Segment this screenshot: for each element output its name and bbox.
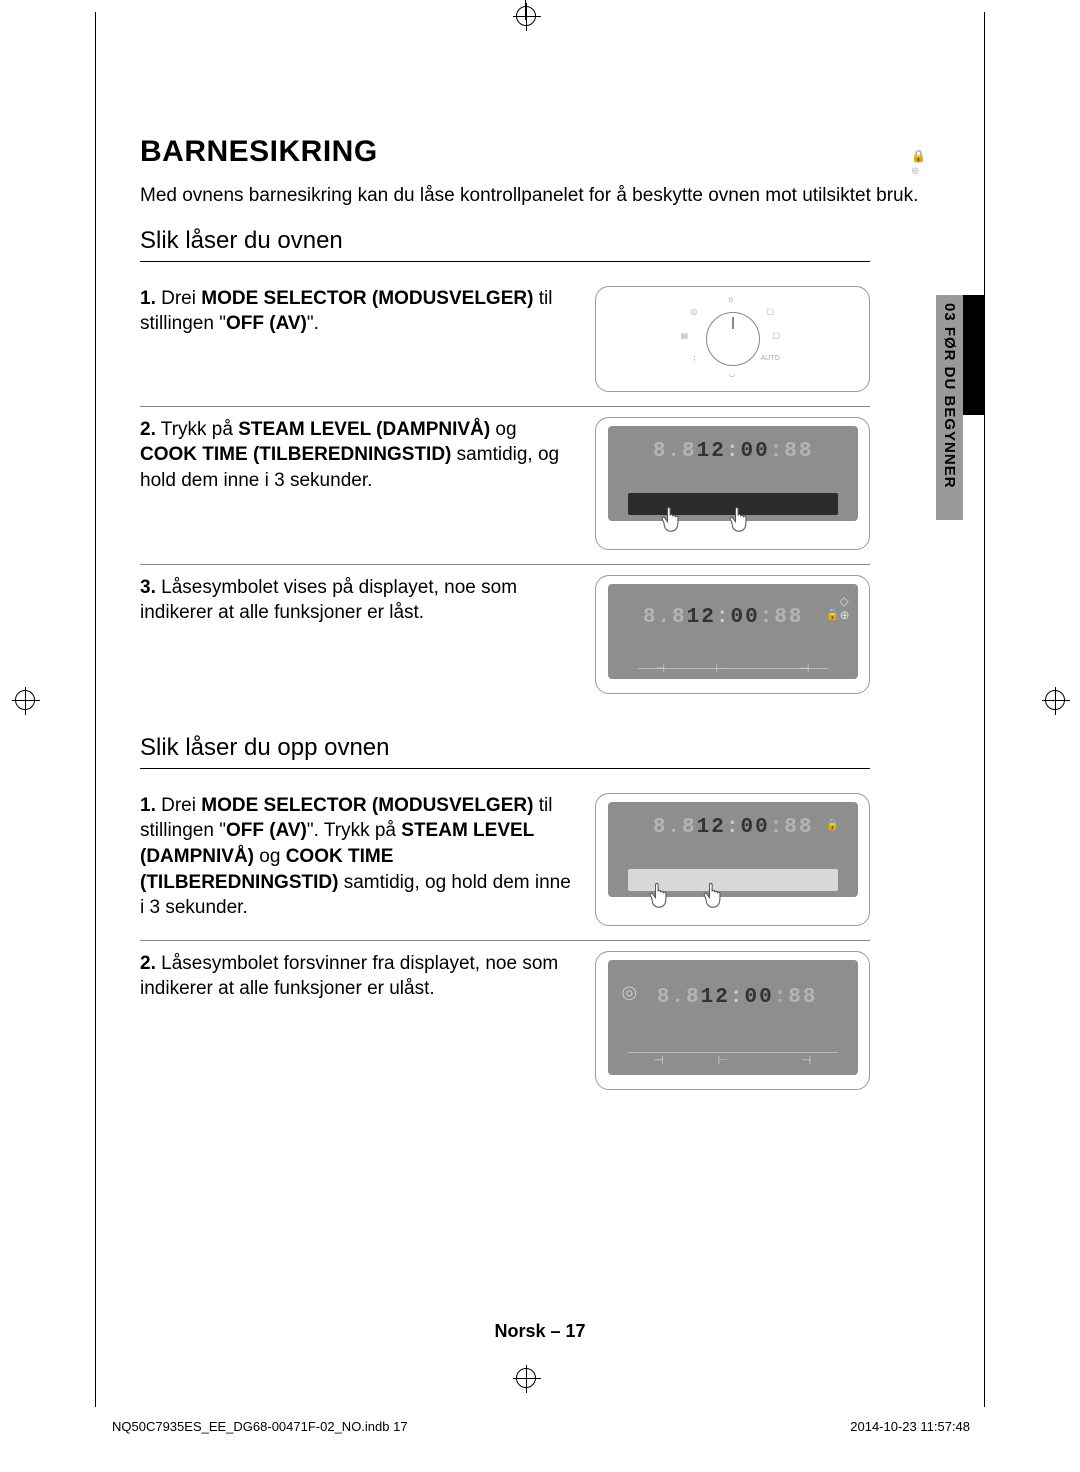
step-illustration: 8.812:00:88 (595, 417, 870, 550)
step-text: 1. Drei MODE SELECTOR (MODUSVELGER) til … (140, 286, 577, 337)
step-row: 1. Drei MODE SELECTOR (MODUSVELGER) til … (140, 783, 870, 941)
mode-dial-icon: o◎▢▤▢⋮AUTO◡ (673, 295, 793, 383)
step-row: 1. Drei MODE SELECTOR (MODUSVELGER) til … (140, 276, 870, 407)
lock-heading: Slik låser du ovnen (140, 227, 870, 262)
step-illustration: 8.812:00:88 🔒 (595, 793, 870, 926)
hand-press-icon (726, 505, 752, 535)
page-title: BARNESIKRING (140, 135, 940, 169)
section-tab-marker (963, 295, 985, 415)
intro-text: Med ovnens barnesikring kan du låse kont… (140, 183, 940, 209)
section-tab: 03 FØR DU BEGYNNER (936, 295, 963, 520)
hand-press-icon (700, 881, 726, 911)
unlock-heading: Slik låser du opp ovnen (140, 734, 870, 769)
display-time: 8.812:00:88 (643, 606, 804, 629)
page-footer-center: Norsk – 17 (0, 1321, 1080, 1342)
registration-mark-icon (1045, 690, 1065, 710)
step-row: 3. Låsesymbolet vises på displayet, noe … (140, 565, 870, 708)
lock-icon: 🔒⊕ (911, 149, 926, 177)
step-row: 2. Låsesymbolet forsvinner fra displayet… (140, 941, 870, 1104)
step-row: 2. Trykk på STEAM LEVEL (DAMPNIVÅ) og CO… (140, 407, 870, 565)
step-text: 3. Låsesymbolet vises på displayet, noe … (140, 575, 577, 626)
page-footer-timestamp: 2014-10-23 11:57:48 (850, 1419, 970, 1434)
page-content: BARNESIKRING Med ovnens barnesikring kan… (140, 135, 940, 1104)
step-text: 2. Trykk på STEAM LEVEL (DAMPNIVÅ) og CO… (140, 417, 577, 494)
display-time: 8.812:00:88 (657, 986, 818, 1009)
registration-mark-icon (516, 6, 536, 26)
page-footer-filename: NQ50C7935ES_EE_DG68-00471F-02_NO.indb 17 (112, 1419, 408, 1434)
step-text: 2. Låsesymbolet forsvinner fra displayet… (140, 951, 577, 1002)
display-time: 8.812:00:88 (653, 816, 814, 839)
step-illustration: o◎▢▤▢⋮AUTO◡🔒⊕ (595, 286, 870, 392)
hand-press-icon (646, 881, 672, 911)
registration-mark-icon (516, 1368, 536, 1388)
display-time: 8.812:00:88 (653, 440, 814, 463)
lock-icon: 🔒 (826, 818, 840, 831)
section-tab-label: 03 FØR DU BEGYNNER (941, 303, 958, 489)
lock-icon: 🔒 (826, 608, 840, 621)
step-illustration: 8.812:00:88◎⊣⊢⊣ (595, 951, 870, 1090)
step-illustration: 8.812:00:88⊣⊢⊣🔒◇⊕ (595, 575, 870, 694)
step-text: 1. Drei MODE SELECTOR (MODUSVELGER) til … (140, 793, 577, 921)
hand-press-icon (658, 505, 684, 535)
registration-mark-icon (15, 690, 35, 710)
